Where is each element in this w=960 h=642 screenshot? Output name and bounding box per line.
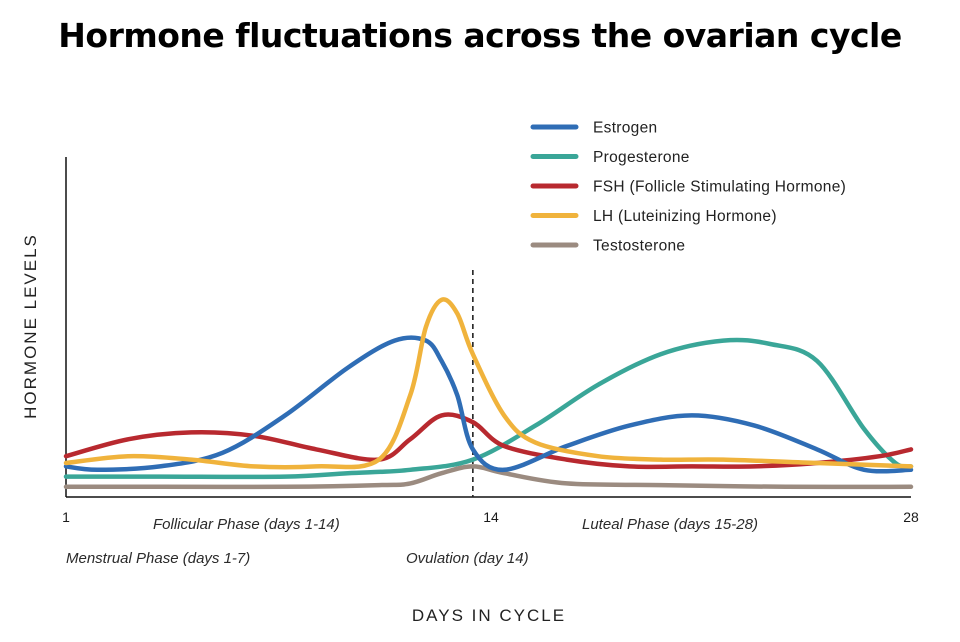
legend-label-testosterone: Testosterone bbox=[593, 238, 685, 255]
series-lines bbox=[63, 297, 914, 490]
legend: Estrogen Progesterone FSH (Follicle Stimul… bbox=[530, 120, 846, 255]
legend-label-estrogen: Estrogen bbox=[593, 120, 657, 137]
y-axis-title: HORMONE LEVELS bbox=[21, 233, 40, 419]
x-axis-title: DAYS IN CYCLE bbox=[412, 606, 566, 625]
x-tick-label-end: 28 bbox=[903, 509, 919, 525]
menstrual-phase-label: Menstrual Phase (days 1-7) bbox=[66, 550, 250, 567]
series-line-progesterone bbox=[63, 337, 914, 480]
series-line-estrogen bbox=[63, 335, 914, 474]
x-tick-label-start: 1 bbox=[62, 509, 70, 525]
series-line-fsh bbox=[63, 412, 914, 470]
follicular-phase-label: Follicular Phase (days 1-14) bbox=[153, 516, 340, 533]
chart-title: Hormone fluctuations across the ovarian … bbox=[58, 16, 902, 55]
series-line-testosterone bbox=[63, 464, 914, 490]
legend-label-progesterone: Progesterone bbox=[593, 149, 690, 166]
x-tick-label-ovulation: 14 bbox=[483, 509, 499, 525]
ovulation-label: Ovulation (day 14) bbox=[406, 550, 529, 567]
luteal-phase-label: Luteal Phase (days 15-28) bbox=[582, 516, 758, 533]
series-line-lh bbox=[63, 297, 914, 470]
legend-label-lh: LH (Luteinizing Hormone) bbox=[593, 208, 777, 225]
legend-label-fsh: FSH (Follicle Stimulating Hormone) bbox=[593, 179, 846, 196]
